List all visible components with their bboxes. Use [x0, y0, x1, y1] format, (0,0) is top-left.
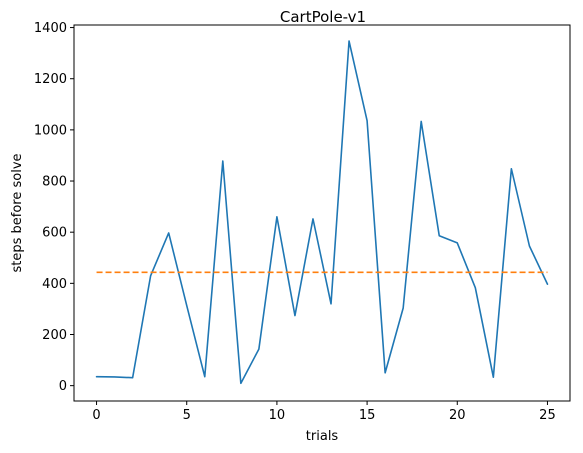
y-tick-label: 0 [59, 379, 67, 394]
y-axis-ticks: 0 200 400 600 800 1000 1200 1400 [34, 21, 74, 394]
plot-frame [73, 24, 571, 402]
y-axis-label: steps before solve [10, 153, 25, 272]
x-tick-label: 15 [359, 408, 376, 423]
y-tick-label: 200 [42, 328, 67, 343]
x-tick-label: 5 [183, 408, 191, 423]
x-axis-ticks: 0 5 10 15 20 25 [92, 401, 556, 423]
y-tick-label: 400 [42, 277, 67, 292]
y-tick-label: 1200 [34, 72, 67, 87]
y-tick-label: 1000 [34, 123, 67, 138]
x-tick-label: 20 [449, 408, 466, 423]
y-tick-label: 1400 [34, 21, 67, 36]
steps-series-line [95, 40, 549, 385]
x-tick-label: 10 [269, 408, 286, 423]
x-tick-label: 0 [92, 408, 100, 423]
x-tick-label: 25 [539, 408, 556, 423]
chart-title: CartPole-v1 [280, 8, 366, 26]
x-axis-label: trials [306, 429, 339, 444]
y-tick-label: 800 [42, 175, 67, 190]
y-tick-label: 600 [42, 226, 67, 241]
series-layer [95, 40, 549, 385]
